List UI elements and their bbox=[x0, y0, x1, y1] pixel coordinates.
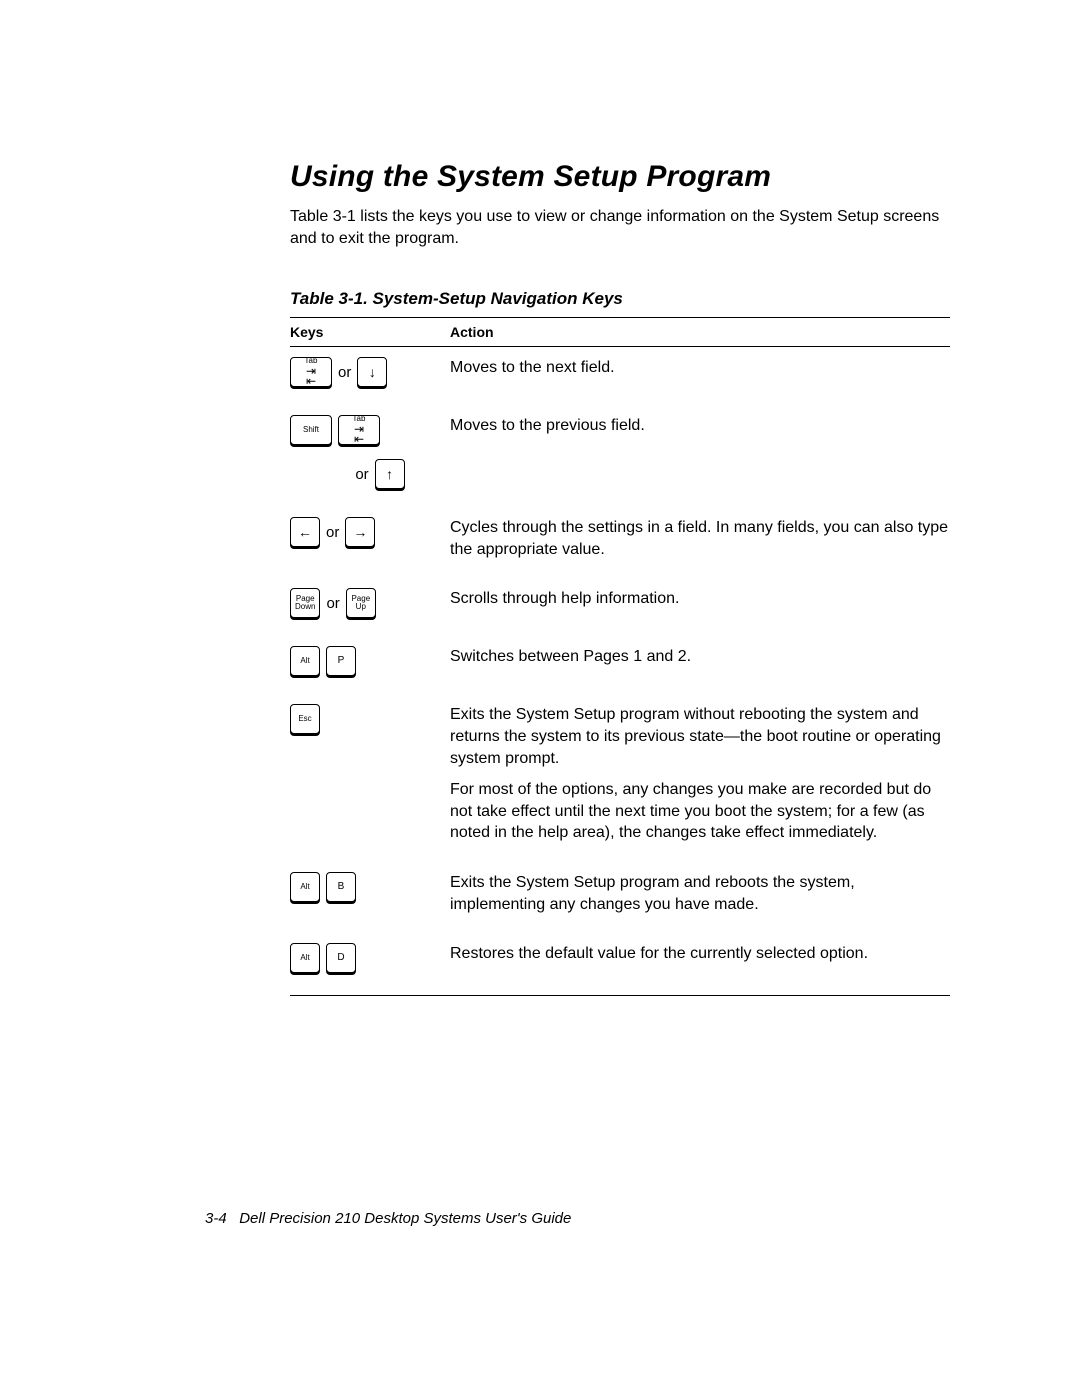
up-arrow-key-icon: ↑ bbox=[375, 459, 405, 489]
table-row: Tab or ↓ Moves to the next field. bbox=[290, 347, 950, 405]
action-cell: Restores the default value for the curre… bbox=[450, 943, 950, 965]
page-title: Using the System Setup Program bbox=[290, 160, 950, 194]
table-row: Shift Tab or ↑ Moves to the previous fie… bbox=[290, 405, 950, 507]
alt-key-icon: Alt bbox=[290, 872, 320, 902]
action-paragraph: For most of the options, any changes you… bbox=[450, 779, 950, 844]
action-cell: Switches between Pages 1 and 2. bbox=[450, 646, 950, 668]
table-caption: Table 3-1. System-Setup Navigation Keys bbox=[290, 289, 950, 309]
intro-paragraph: Table 3-1 lists the keys you use to view… bbox=[290, 206, 950, 249]
table-row: Alt P Switches between Pages 1 and 2. bbox=[290, 636, 950, 694]
esc-key-icon: Esc bbox=[290, 704, 320, 734]
action-cell: Moves to the previous field. bbox=[450, 415, 950, 437]
action-cell: Exits the System Setup program and reboo… bbox=[450, 872, 950, 915]
column-header-action: Action bbox=[450, 324, 950, 340]
or-text: or bbox=[355, 466, 368, 483]
table-header-row: Keys Action bbox=[290, 318, 950, 347]
table-row: Alt B Exits the System Setup program and… bbox=[290, 862, 950, 933]
table-row: ← or → Cycles through the settings in a … bbox=[290, 507, 950, 578]
d-key-icon: D bbox=[326, 943, 356, 973]
page-number: 3-4 bbox=[205, 1210, 227, 1227]
action-cell: Moves to the next field. bbox=[450, 357, 950, 379]
shift-key-icon: Shift bbox=[290, 415, 332, 445]
b-key-icon: B bbox=[326, 872, 356, 902]
action-paragraph: Exits the System Setup program without r… bbox=[450, 704, 950, 769]
alt-key-icon: Alt bbox=[290, 943, 320, 973]
or-text: or bbox=[326, 595, 339, 612]
page-down-key-icon: PageDown bbox=[290, 588, 320, 618]
page-up-key-icon: PageUp bbox=[346, 588, 376, 618]
table-row: PageDown or PageUp Scrolls through help … bbox=[290, 578, 950, 636]
column-header-keys: Keys bbox=[290, 324, 450, 340]
right-arrow-key-icon: → bbox=[345, 517, 375, 547]
nav-keys-table: Keys Action Tab or ↓ Moves to the next f… bbox=[290, 317, 950, 996]
or-text: or bbox=[326, 524, 339, 541]
left-arrow-key-icon: ← bbox=[290, 517, 320, 547]
action-cell: Scrolls through help information. bbox=[450, 588, 950, 610]
tab-key-icon: Tab bbox=[290, 357, 332, 387]
table-row: Alt D Restores the default value for the… bbox=[290, 933, 950, 995]
or-text: or bbox=[338, 364, 351, 381]
action-cell: Cycles through the settings in a field. … bbox=[450, 517, 950, 560]
p-key-icon: P bbox=[326, 646, 356, 676]
tab-key-icon: Tab bbox=[338, 415, 380, 445]
doc-title: Dell Precision 210 Desktop Systems User'… bbox=[239, 1210, 571, 1227]
page-footer: 3-4 Dell Precision 210 Desktop Systems U… bbox=[205, 1210, 571, 1227]
down-arrow-key-icon: ↓ bbox=[357, 357, 387, 387]
alt-key-icon: Alt bbox=[290, 646, 320, 676]
action-cell: Exits the System Setup program without r… bbox=[450, 704, 950, 844]
table-row: Esc Exits the System Setup program witho… bbox=[290, 694, 950, 862]
